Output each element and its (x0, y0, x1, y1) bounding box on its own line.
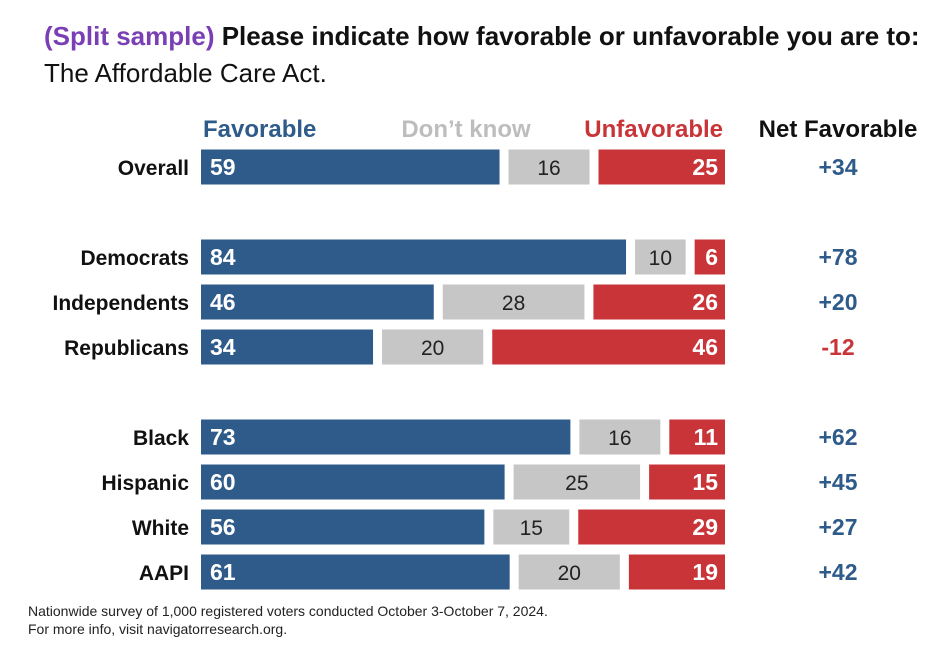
net-favorable-white: +27 (818, 514, 857, 540)
data-label-black-favorable: 73 (210, 424, 236, 450)
data-label-aapi-unfavorable: 19 (692, 559, 718, 585)
data-label-independents-unfavorable: 26 (692, 289, 718, 315)
title-subject: The Affordable Care Act. (44, 58, 327, 88)
data-label-white-unfavorable: 29 (692, 514, 718, 540)
footnote-line-2: For more info, visit navigatorresearch.o… (28, 621, 288, 637)
bar-white-unfavorable (578, 509, 725, 545)
net-favorable-overall: +34 (818, 154, 857, 180)
bar-republicans-favorable (201, 329, 374, 365)
footnote-line-1: Nationwide survey of 1,000 registered vo… (28, 603, 548, 619)
data-label-hispanic-favorable: 60 (210, 469, 236, 495)
category-label-overall: Overall (118, 157, 189, 180)
footnote: Nationwide survey of 1,000 registered vo… (28, 602, 548, 638)
data-label-overall-unfavorable: 25 (692, 154, 718, 180)
data-label-independents-don-t-know: 28 (502, 292, 525, 315)
bar-black-don-t-know (579, 419, 661, 455)
data-label-aapi-don-t-know: 20 (558, 562, 581, 585)
stacked-bar-chart: Favorable Don’t know Unfavorable Net Favora… (52, 116, 918, 590)
legend-favorable: Favorable (203, 116, 316, 143)
data-label-independents-favorable: 46 (210, 289, 236, 315)
bar-black-unfavorable (669, 419, 725, 455)
bar-republicans-don-t-know (382, 329, 484, 365)
chart-title: (Split sample) Please indicate how favor… (44, 18, 924, 92)
data-label-republicans-don-t-know: 20 (421, 337, 444, 360)
bar-aapi-don-t-know (518, 554, 620, 590)
data-label-democrats-don-t-know: 10 (649, 247, 672, 270)
net-favorable-democrats: +78 (818, 244, 857, 270)
bar-republicans-unfavorable (492, 329, 725, 365)
bar-overall-unfavorable (598, 149, 725, 185)
bar-black-favorable (201, 419, 571, 455)
data-label-hispanic-unfavorable: 15 (692, 469, 718, 495)
category-label-white: White (132, 517, 189, 540)
legend-unfavorable: Unfavorable (584, 116, 723, 143)
data-label-republicans-favorable: 34 (210, 334, 236, 360)
data-label-democrats-favorable: 84 (210, 244, 236, 270)
data-label-white-favorable: 56 (210, 514, 236, 540)
data-label-republicans-unfavorable: 46 (692, 334, 718, 360)
net-favorable-hispanic: +45 (818, 469, 857, 495)
bar-hispanic-unfavorable (649, 464, 725, 500)
net-favorable-aapi: +42 (818, 559, 857, 585)
bar-aapi-unfavorable (628, 554, 725, 590)
bar-democrats-favorable (201, 239, 627, 275)
category-label-republicans: Republicans (64, 337, 189, 360)
bar-independents-don-t-know (442, 284, 585, 320)
category-label-hispanic: Hispanic (101, 472, 189, 495)
bar-democrats-unfavorable (694, 239, 725, 275)
bar-hispanic-favorable (201, 464, 505, 500)
data-label-overall-don-t-know: 16 (537, 157, 560, 180)
data-label-aapi-favorable: 61 (210, 559, 236, 585)
data-label-overall-favorable: 59 (210, 154, 236, 180)
net-favorable-black: +62 (818, 424, 857, 450)
category-label-independents: Independents (52, 292, 189, 315)
bar-independents-unfavorable (593, 284, 725, 320)
net-favorable-header: Net Favorable (759, 116, 918, 143)
net-favorable-independents: +20 (818, 289, 857, 315)
bar-democrats-don-t-know (635, 239, 686, 275)
data-label-white-don-t-know: 15 (520, 517, 543, 540)
bar-overall-favorable (201, 149, 500, 185)
bar-aapi-favorable (201, 554, 510, 590)
data-label-hispanic-don-t-know: 25 (565, 472, 588, 495)
bar-white-don-t-know (493, 509, 570, 545)
data-label-black-don-t-know: 16 (608, 427, 631, 450)
category-label-black: Black (133, 427, 189, 450)
net-favorable-republicans: -12 (821, 334, 854, 360)
category-label-aapi: AAPI (139, 562, 189, 585)
data-label-black-unfavorable: 11 (694, 424, 719, 450)
legend-don-t-know: Don’t know (401, 116, 531, 143)
category-label-democrats: Democrats (80, 247, 189, 270)
data-label-democrats-unfavorable: 6 (705, 244, 718, 270)
title-tag: (Split sample) (44, 21, 215, 51)
bar-overall-don-t-know (508, 149, 590, 185)
bar-white-favorable (201, 509, 485, 545)
bar-independents-favorable (201, 284, 434, 320)
title-question: Please indicate how favorable or unfavor… (221, 21, 920, 51)
bar-hispanic-don-t-know (513, 464, 641, 500)
